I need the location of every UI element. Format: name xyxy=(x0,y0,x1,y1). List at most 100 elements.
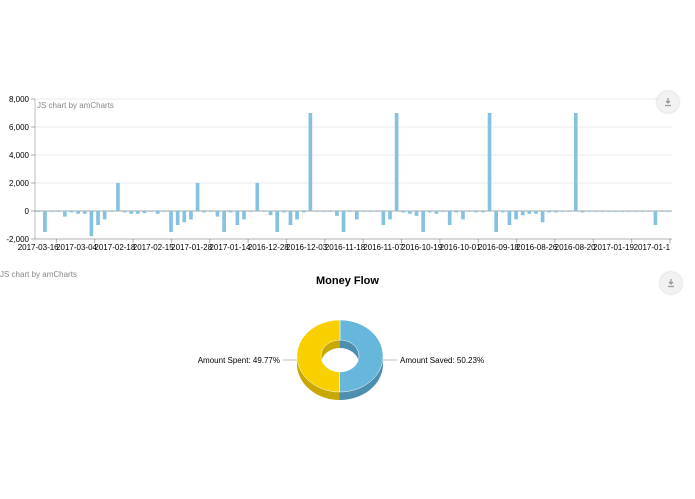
bar[interactable] xyxy=(235,211,240,225)
bar[interactable] xyxy=(540,211,545,223)
bar[interactable] xyxy=(354,211,359,220)
bar[interactable] xyxy=(301,211,306,213)
bar[interactable] xyxy=(441,211,445,212)
bar[interactable] xyxy=(136,211,140,214)
bar[interactable] xyxy=(49,211,54,212)
bar[interactable] xyxy=(288,211,293,225)
bar[interactable] xyxy=(500,211,505,213)
bar[interactable] xyxy=(600,211,605,212)
bar[interactable] xyxy=(534,211,538,214)
bar[interactable] xyxy=(149,211,153,212)
bar[interactable] xyxy=(122,211,127,213)
bar[interactable] xyxy=(82,211,87,214)
bar[interactable] xyxy=(43,211,47,232)
bar[interactable] xyxy=(295,211,299,220)
bar[interactable] xyxy=(547,211,552,213)
bar[interactable] xyxy=(408,211,412,214)
bar[interactable] xyxy=(209,211,213,212)
bar[interactable] xyxy=(573,113,578,211)
bar[interactable] xyxy=(494,211,498,232)
bar[interactable] xyxy=(554,211,558,213)
bar[interactable] xyxy=(660,211,664,212)
bar[interactable] xyxy=(195,183,200,211)
bar[interactable] xyxy=(666,211,671,212)
bar[interactable] xyxy=(76,211,80,214)
bar[interactable] xyxy=(434,211,439,214)
bar[interactable] xyxy=(129,211,134,214)
bar[interactable] xyxy=(169,211,173,232)
bar[interactable] xyxy=(653,211,658,225)
bar[interactable] xyxy=(427,211,432,213)
bar[interactable] xyxy=(567,211,571,212)
bar[interactable] xyxy=(308,113,313,211)
bar[interactable] xyxy=(361,211,366,212)
bar[interactable] xyxy=(142,211,147,214)
bar[interactable] xyxy=(388,211,392,220)
bar[interactable] xyxy=(368,211,372,212)
bar[interactable] xyxy=(646,211,651,212)
bar[interactable] xyxy=(69,211,74,213)
bar[interactable] xyxy=(56,211,61,212)
bar[interactable] xyxy=(182,211,187,223)
bar[interactable] xyxy=(102,211,107,220)
bar[interactable] xyxy=(527,211,532,214)
bar[interactable] xyxy=(321,211,326,212)
bar[interactable] xyxy=(282,211,286,213)
pie-chart-export-button[interactable] xyxy=(660,272,682,294)
bar[interactable] xyxy=(640,211,644,212)
bar[interactable] xyxy=(507,211,512,225)
bar[interactable] xyxy=(155,211,160,214)
bar[interactable] xyxy=(116,183,120,211)
pie-slice[interactable] xyxy=(296,319,341,393)
bar[interactable] xyxy=(520,211,525,216)
bar[interactable] xyxy=(474,211,479,213)
bar[interactable] xyxy=(255,183,260,211)
bar[interactable] xyxy=(580,211,585,213)
pie-slice[interactable] xyxy=(339,319,384,393)
bar[interactable] xyxy=(454,211,459,213)
bar[interactable] xyxy=(248,211,253,212)
bar[interactable] xyxy=(627,211,631,212)
bar[interactable] xyxy=(202,211,207,213)
bar[interactable] xyxy=(262,211,266,212)
bar[interactable] xyxy=(189,211,193,220)
bar[interactable] xyxy=(461,211,465,220)
bar[interactable] xyxy=(341,211,346,232)
bar[interactable] xyxy=(374,211,379,212)
bar[interactable] xyxy=(328,211,333,212)
bar[interactable] xyxy=(242,211,246,220)
bar[interactable] xyxy=(560,211,565,212)
bar[interactable] xyxy=(268,211,273,216)
bar-chart-credit[interactable]: JS chart by amCharts xyxy=(37,101,114,110)
bar[interactable] xyxy=(401,211,406,213)
bar[interactable] xyxy=(613,211,618,212)
bar[interactable] xyxy=(63,211,67,217)
bar-chart-export-button[interactable] xyxy=(657,91,679,113)
bar[interactable] xyxy=(162,211,167,212)
bar[interactable] xyxy=(514,211,518,220)
pie-chart-credit[interactable]: JS chart by amCharts xyxy=(0,270,77,279)
bar[interactable] xyxy=(394,113,399,211)
bar[interactable] xyxy=(587,211,591,212)
bar[interactable] xyxy=(335,211,339,216)
bar[interactable] xyxy=(96,211,100,225)
bar[interactable] xyxy=(222,211,226,232)
bar[interactable] xyxy=(487,113,492,211)
bar[interactable] xyxy=(36,211,41,212)
bar[interactable] xyxy=(315,211,319,212)
bar[interactable] xyxy=(228,211,233,213)
bar[interactable] xyxy=(593,211,598,212)
bar[interactable] xyxy=(175,211,180,225)
bar[interactable] xyxy=(607,211,611,212)
bar[interactable] xyxy=(275,211,280,232)
bar[interactable] xyxy=(89,211,94,237)
bar[interactable] xyxy=(620,211,625,212)
bar[interactable] xyxy=(381,211,386,225)
bar[interactable] xyxy=(348,211,353,212)
bar[interactable] xyxy=(633,211,638,212)
bar[interactable] xyxy=(467,211,472,212)
bar[interactable] xyxy=(414,211,419,216)
bar[interactable] xyxy=(447,211,452,225)
bar[interactable] xyxy=(109,211,114,212)
bar[interactable] xyxy=(481,211,485,213)
